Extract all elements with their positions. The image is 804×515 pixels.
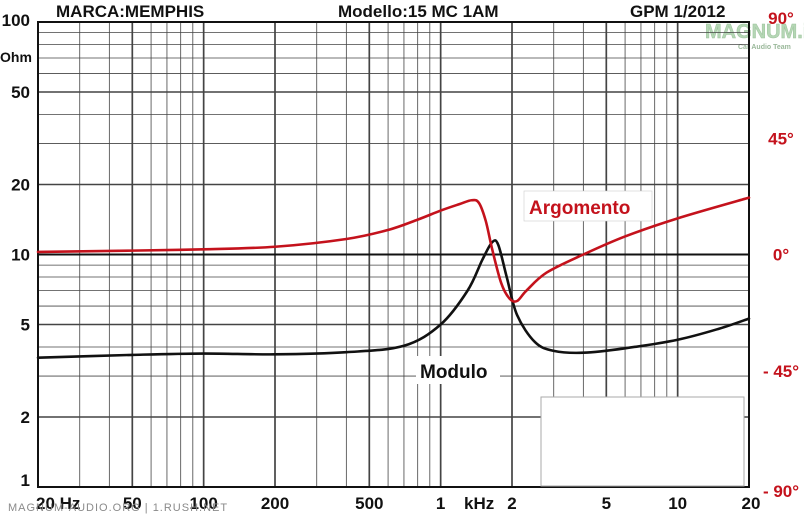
x-tick-label: 20	[742, 494, 761, 513]
x-tick-label: 5	[602, 494, 611, 513]
logo-tagline: Car Audio Team	[738, 44, 791, 51]
plot-frame	[37, 21, 750, 488]
y-right-tick-label: 0°	[773, 246, 789, 265]
y-unit-label: Ohm	[0, 49, 32, 65]
chart-brand: MARCA:MEMPHIS	[56, 2, 204, 21]
y-left-tick-label: 1	[21, 471, 30, 490]
chart-source: GPM 1/2012	[630, 2, 725, 21]
x-tick-label: 1	[436, 494, 445, 513]
series-line-argomento	[36, 196, 751, 303]
logo-name: MAGNUM.it	[705, 21, 804, 43]
chart-model: Modello:15 MC 1AM	[338, 2, 499, 21]
y-right-tick-label: - 45°	[763, 362, 799, 381]
x-unit-label: kHz	[464, 494, 494, 513]
y-right-tick-label: 90°	[768, 9, 794, 28]
y-axis-right: 90° 45° 0° - 45° - 90°	[763, 9, 799, 501]
blank-inset-box	[540, 396, 745, 487]
modulo-label-bg	[416, 356, 500, 384]
y-right-tick-label: - 90°	[763, 482, 799, 501]
y-left-tick-label: 5	[21, 315, 30, 334]
series-line-modulo	[36, 239, 751, 359]
argomento-label-bg	[523, 190, 653, 222]
argomento-label: Argomento	[529, 198, 630, 219]
y-left-tick-label: 10	[11, 246, 30, 265]
plot-grid	[37, 21, 750, 488]
x-tick-label: 50	[123, 494, 142, 513]
x-tick-label: 10	[668, 494, 687, 513]
modulo-label: Modulo	[420, 362, 488, 383]
x-axis: 20 Hz 50 100 200 500 1 2 5 10 20	[36, 494, 760, 513]
y-axis-left: 100 50 20 10 5 2 1	[2, 11, 30, 490]
x-tick-label: 100	[189, 494, 217, 513]
y-left-tick-label: 20	[11, 176, 30, 195]
y-left-tick-label: 50	[11, 83, 30, 102]
magnum-logo: MAGNUM.it Car Audio Team	[705, 21, 804, 51]
x-tick-label: 20 Hz	[36, 494, 80, 513]
y-left-tick-label: 100	[2, 11, 30, 30]
x-tick-label: 500	[355, 494, 383, 513]
y-left-tick-label: 2	[21, 408, 30, 427]
x-tick-label: 200	[261, 494, 289, 513]
x-tick-label: 2	[507, 494, 516, 513]
watermark-text: MAGNUM-AUDIO.ORG | 1.RUSH.NET	[8, 502, 228, 514]
y-right-tick-label: 45°	[768, 129, 794, 148]
series-layer	[36, 196, 751, 359]
